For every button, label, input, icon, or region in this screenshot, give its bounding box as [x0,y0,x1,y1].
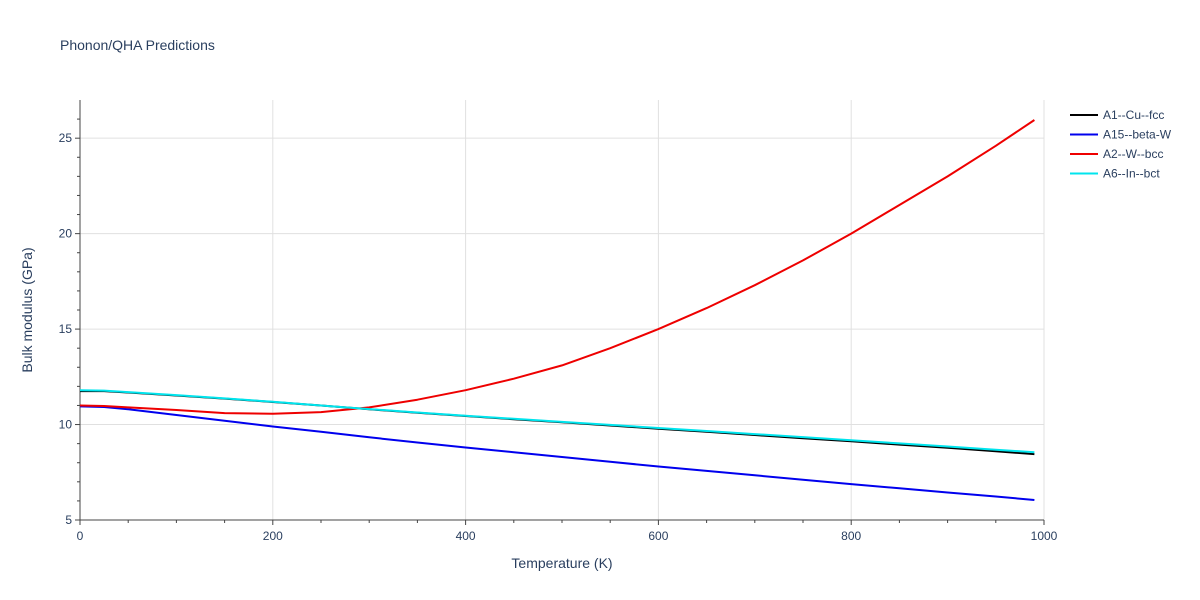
x-tick-label: 0 [77,529,84,543]
legend-label: A6--In--bct [1103,167,1160,181]
series-line-1 [79,405,1035,501]
legend-label: A15--beta-W [1103,128,1172,142]
tick-labels: 0 200 400 600 800 1000 5 10 15 20 25 [59,131,1058,543]
x-tick-label: 1000 [1031,529,1058,543]
chart-title: Phonon/QHA Predictions [60,37,215,53]
axes [75,100,1045,525]
y-tick-label: 20 [59,227,73,241]
series-lines [79,119,1035,501]
y-tick-label: 10 [59,418,73,432]
y-axis-title: Bulk modulus (GPa) [19,247,35,372]
x-tick-label: 400 [456,529,476,543]
series-line-0 [80,390,1035,456]
series-line-3 [79,389,1035,454]
x-axis-title: Temperature (K) [511,555,612,571]
legend-item-3[interactable]: A6--In--bct [1070,167,1160,181]
y-tick-label: 5 [65,513,72,527]
legend-item-0[interactable]: A1--Cu--fcc [1070,108,1164,122]
x-tick-label: 600 [648,529,668,543]
legend-item-1[interactable]: A15--beta-W [1070,128,1172,142]
legend[interactable]: A1--Cu--fcc A15--beta-W A2--W--bcc A6--In--… [1070,108,1172,181]
y-tick-label: 25 [59,131,73,145]
x-tick-label: 800 [841,529,861,543]
legend-label: A2--W--bcc [1103,147,1163,161]
series-line-2 [79,119,1035,415]
legend-label: A1--Cu--fcc [1103,108,1164,122]
legend-item-2[interactable]: A2--W--bcc [1070,147,1163,161]
y-tick-label: 15 [59,322,73,336]
x-tick-label: 200 [263,529,283,543]
